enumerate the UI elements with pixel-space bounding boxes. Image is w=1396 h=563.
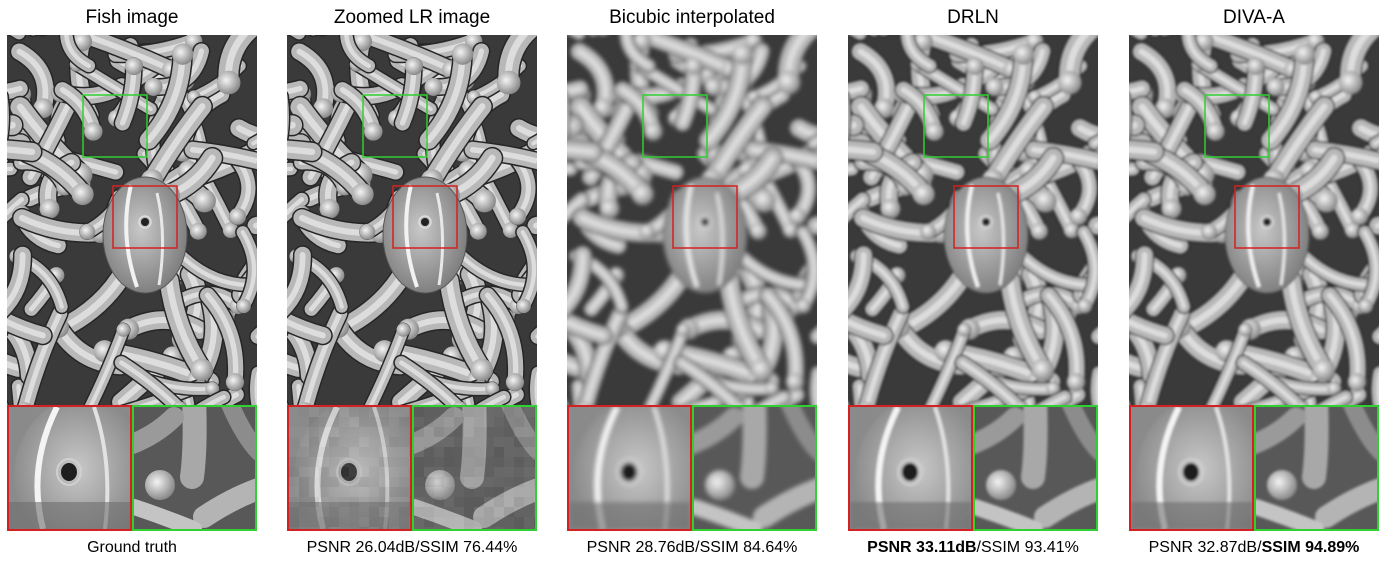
metric-separator: / — [415, 539, 420, 556]
panel-caption: PSNR 26.04dB/SSIM 76.44% — [267, 537, 557, 559]
comparison-panel-1: Fish image Ground truth — [7, 0, 257, 563]
fish-image — [1129, 35, 1379, 405]
psnr-value: PSNR 26.04dB — [306, 539, 416, 556]
comparison-panel-5: DIVA-A PSNR 32.87dB/SSIM 94.89% — [1129, 0, 1379, 563]
fish-image — [848, 35, 1098, 405]
panel-title: Bicubic interpolated — [609, 7, 775, 28]
panel-title: Zoomed LR image — [333, 7, 491, 28]
psnr-value: PSNR 32.87dB — [1148, 539, 1258, 556]
metric-separator: / — [976, 539, 981, 556]
psnr-value: PSNR 28.76dB — [586, 539, 696, 556]
green-zoom-crop — [132, 405, 257, 531]
red-zoom-crop — [567, 405, 692, 531]
green-zoom-crop — [412, 405, 537, 531]
green-zoom-crop — [1254, 405, 1379, 531]
panel-title: DRLN — [947, 7, 999, 28]
psnr-value: PSNR 33.11dB — [867, 539, 977, 556]
ssim-value: SSIM 84.64% — [699, 539, 798, 556]
red-zoom-crop — [848, 405, 973, 531]
panel-title: DIVA-A — [1223, 7, 1285, 28]
panel-caption: PSNR 32.87dB/SSIM 94.89% — [1109, 537, 1396, 559]
fish-image — [7, 35, 257, 405]
green-zoom-crop — [973, 405, 1098, 531]
metric-separator: / — [695, 539, 700, 556]
ssim-value: SSIM 76.44% — [419, 539, 518, 556]
green-zoom-crop — [692, 405, 817, 531]
ssim-value: SSIM 94.89% — [1261, 539, 1360, 556]
red-zoom-crop — [287, 405, 412, 531]
panel-title: Fish image — [85, 7, 179, 28]
metric-separator: / — [1257, 539, 1262, 556]
red-zoom-crop — [7, 405, 132, 531]
comparison-panel-2: Zoomed LR image PSNR 26.04dB/SSIM 76.44% — [287, 0, 537, 563]
fish-image — [287, 35, 537, 405]
red-zoom-crop — [1129, 405, 1254, 531]
comparison-panel-4: DRLN PSNR 33.11dB/SSIM 93.41% — [848, 0, 1098, 563]
fish-image — [567, 35, 817, 405]
caption-text: Ground truth — [87, 539, 177, 556]
comparison-panel-3: Bicubic interpolated PSNR 28.76dB/SSIM 8… — [567, 0, 817, 563]
panel-caption: PSNR 33.11dB/SSIM 93.41% — [828, 537, 1118, 559]
ssim-value: SSIM 93.41% — [981, 539, 1079, 556]
panel-caption: PSNR 28.76dB/SSIM 84.64% — [547, 537, 837, 559]
panel-caption: Ground truth — [0, 537, 277, 559]
